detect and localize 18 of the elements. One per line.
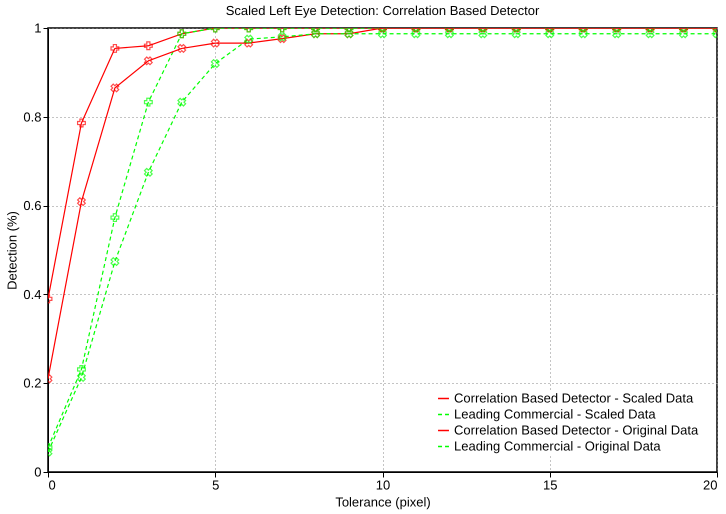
y-tick-label: 0	[34, 464, 42, 480]
legend-label: Correlation Based Detector - Original Data	[454, 422, 699, 438]
x-tick-label: 5	[212, 478, 220, 492]
legend-label: Leading Commercial - Original Data	[454, 438, 662, 454]
y-axis-title: Detection (%)	[4, 211, 20, 290]
x-tick-label: 0	[48, 478, 56, 492]
x-axis-title: Tolerance (pixel)	[335, 494, 431, 510]
y-tick-label: 1	[34, 20, 42, 36]
x-tick-label: 10	[376, 478, 390, 492]
y-tick-label: 0.8	[23, 109, 42, 124]
y-tick-label: 0.6	[23, 198, 42, 214]
x-tick-label: 15	[543, 478, 558, 492]
y-tick-label: 0.4	[23, 286, 42, 302]
y-tick-label: 0.2	[23, 376, 42, 391]
x-tick-label: 20	[703, 478, 718, 492]
legend-label: Correlation Based Detector - Scaled Data	[454, 390, 694, 406]
chart-title: Scaled Left Eye Detection: Correlation Based Detector	[226, 3, 540, 18]
legend-label: Leading Commercial - Scaled Data	[454, 406, 656, 422]
